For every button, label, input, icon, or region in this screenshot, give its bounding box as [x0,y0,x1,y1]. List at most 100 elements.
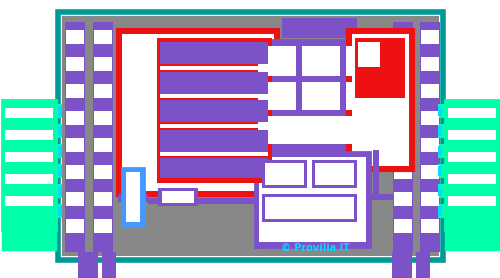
Bar [438,166,442,176]
Bar [258,116,378,144]
Bar [158,188,198,206]
Bar [421,219,439,233]
Bar [157,38,272,183]
Bar [421,30,439,44]
Text: © Provilia IT: © Provilia IT [280,243,349,253]
Bar [58,126,62,136]
Bar [66,138,84,152]
Bar [58,146,62,156]
Bar [94,138,112,152]
Bar [438,164,446,178]
Bar [66,30,84,44]
Bar [54,124,62,138]
Bar [252,40,387,150]
Bar [148,198,258,204]
Bar [445,230,499,250]
Bar [315,163,354,185]
Bar [302,82,340,110]
Bar [160,152,268,156]
Bar [255,152,370,247]
Bar [58,206,62,216]
Bar [94,192,112,206]
Bar [160,94,268,98]
Bar [5,130,53,140]
Bar [258,46,296,76]
Bar [5,108,53,118]
Bar [438,184,446,198]
Bar [438,124,446,138]
Text: GTY: GTY [20,235,38,244]
Bar [383,42,403,67]
Bar [5,196,53,206]
Bar [420,22,440,252]
Bar [66,57,84,71]
Bar [118,30,278,195]
Bar [94,111,112,125]
Bar [2,100,56,230]
Bar [448,196,496,206]
Bar [438,106,442,116]
Bar [66,111,84,125]
Bar [312,160,357,188]
Bar [259,157,366,242]
Bar [122,34,274,191]
Bar [5,152,53,162]
Bar [370,194,394,200]
Bar [94,84,112,98]
Bar [124,38,154,183]
Bar [448,152,496,162]
Bar [122,168,144,226]
Bar [421,111,439,125]
Bar [94,219,112,233]
Bar [438,104,446,118]
Bar [393,22,413,252]
Bar [438,186,442,196]
Bar [352,34,409,166]
Bar [394,84,412,98]
Bar [54,184,62,198]
Bar [265,197,354,219]
Bar [255,194,263,249]
Bar [54,144,62,158]
Bar [5,174,53,184]
Bar [160,100,268,122]
Bar [258,82,296,110]
Bar [262,194,357,222]
Bar [94,30,112,44]
Bar [394,30,412,44]
Bar [394,111,412,125]
Bar [448,174,496,184]
Bar [438,146,442,156]
Bar [394,165,412,179]
Bar [66,84,84,98]
Bar [394,219,412,233]
Bar [438,126,442,136]
Bar [282,18,357,38]
Bar [394,57,412,71]
Bar [448,130,496,140]
Bar [66,192,84,206]
Bar [118,194,148,202]
Bar [102,252,116,278]
Bar [302,46,340,76]
Bar [66,219,84,233]
Bar [373,150,379,200]
Bar [54,104,62,118]
Bar [445,100,499,230]
Bar [394,192,412,206]
Bar [421,84,439,98]
Bar [160,130,268,152]
Bar [265,163,304,185]
Bar [94,165,112,179]
Bar [162,191,194,203]
Bar [160,66,268,70]
Bar [158,162,198,182]
Bar [346,82,378,110]
Bar [416,252,430,278]
Bar [78,252,98,278]
Bar [262,160,307,188]
Bar [126,172,140,222]
Bar [58,166,62,176]
Bar [54,164,62,178]
Bar [421,192,439,206]
